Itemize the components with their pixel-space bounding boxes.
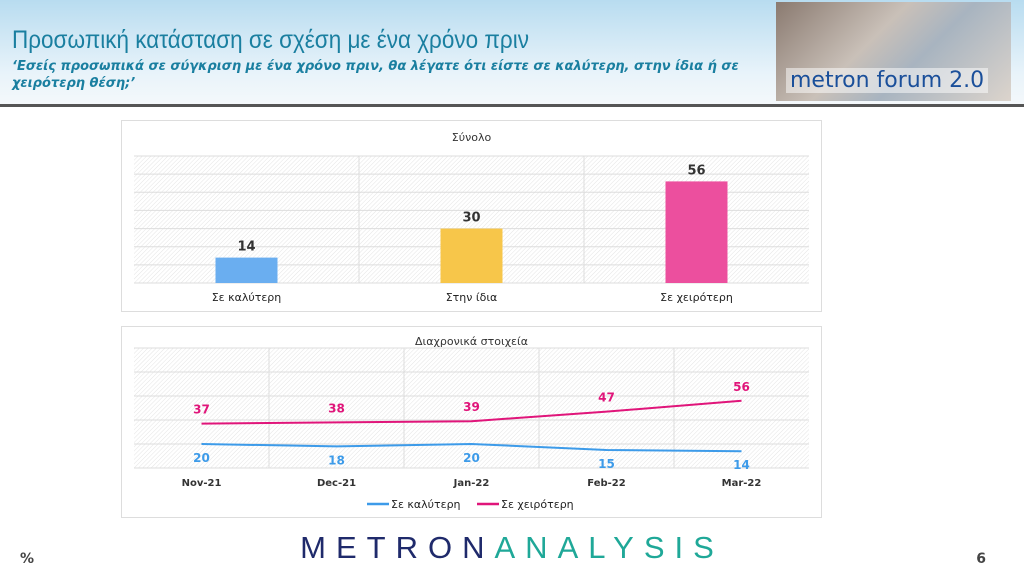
legend-label: Σε χειρότερη <box>501 498 574 511</box>
data-label: 14 <box>237 240 255 255</box>
data-label: 37 <box>193 403 210 417</box>
series-line <box>201 399 742 425</box>
line-chart-panel: Διαχρονικά στοιχεία Nov-21 Dec-21 Jan-22 Fe… <box>121 326 822 518</box>
bar-chart-title: Σύνολο <box>451 131 492 144</box>
data-label: 56 <box>733 380 750 394</box>
data-label: 38 <box>328 401 345 415</box>
data-label: 14 <box>733 458 750 472</box>
metron-forum-logo: metron forum 2.0 <box>776 2 1011 101</box>
page-number: 6 <box>976 551 986 567</box>
data-label: 30 <box>462 211 480 226</box>
line-chart-title: Διαχρονικά στοιχεία <box>415 335 528 348</box>
bar-chart: 14 Σε καλύτερη 30 Στην ίδια 56 Σε χειρότερη <box>134 155 809 304</box>
page-subtitle: ‘Εσείς προσωπικά σε σύγκριση με ένα χρόν… <box>12 59 739 91</box>
page-title: Προσωπική κατάσταση σε σχέση με ένα χρόν… <box>12 26 529 54</box>
x-tick-label: Feb-22 <box>587 478 625 489</box>
x-tick-label: Dec-21 <box>317 478 356 489</box>
data-label: 56 <box>687 163 705 178</box>
bar-chart-panel: Σύνολο 14 Σε καλύτερη 30 Στην ίδια 56 Σε χειρ… <box>121 120 822 312</box>
category-label: Σε καλύτερη <box>212 291 282 304</box>
data-label: 20 <box>193 451 210 465</box>
category-label: Σε χειρότερη <box>660 291 733 304</box>
data-label: 47 <box>598 391 615 405</box>
data-label: 39 <box>463 400 480 414</box>
legend-label: Σε καλύτερη <box>391 498 461 511</box>
data-label: 20 <box>463 451 480 465</box>
series-line <box>201 442 742 453</box>
bar <box>215 257 278 283</box>
data-label: 18 <box>328 453 345 467</box>
category-label: Στην ίδια <box>446 291 498 304</box>
metron-analysis-logo: METRONANALYSIS <box>300 530 724 565</box>
bar <box>665 181 728 283</box>
plot-area <box>134 348 809 468</box>
unit-label: % <box>20 551 35 567</box>
x-tick-label: Nov-21 <box>182 478 222 489</box>
x-tick-label: Jan-22 <box>453 478 490 489</box>
data-label: 15 <box>598 457 615 471</box>
bar <box>440 228 503 283</box>
line-chart: Nov-21 Dec-21 Jan-22 Feb-22 Mar-22 20 18 20 15 14… <box>134 347 809 511</box>
x-tick-label: Mar-22 <box>722 478 762 489</box>
header: Προσωπική κατάσταση σε σχέση με ένα χρόν… <box>0 0 1024 107</box>
